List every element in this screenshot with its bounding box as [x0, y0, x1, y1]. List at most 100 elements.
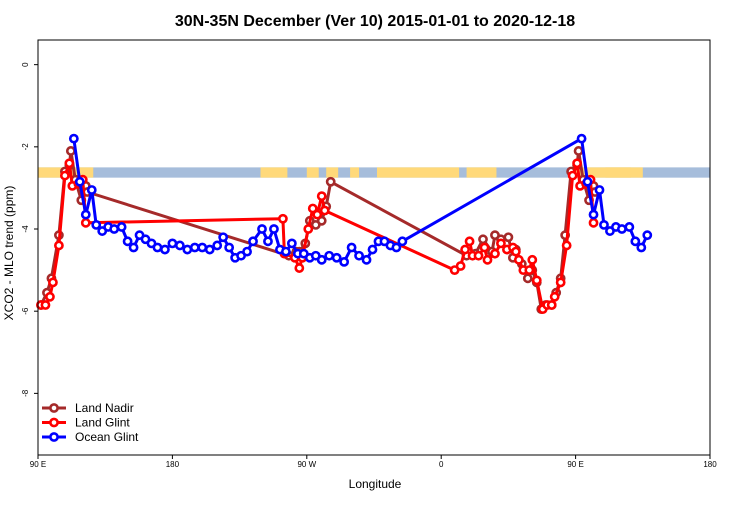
data-point [561, 240, 572, 251]
data-point [490, 248, 500, 259]
data-point [482, 254, 493, 265]
data-point [531, 275, 542, 286]
legend-marker [49, 417, 59, 428]
land-band-segment [306, 167, 319, 178]
data-point [391, 242, 402, 253]
legend-label: Ocean Glint [75, 430, 139, 444]
data-point [616, 224, 627, 234]
data-point [224, 242, 235, 253]
legend-item: Land Nadir [42, 401, 134, 415]
axes: 90 E 180 90 W 0 90 E 180 0 -2 -4 -6 -8 [21, 39, 717, 469]
data-point [48, 277, 58, 288]
data-point [303, 224, 314, 234]
data-point [54, 240, 64, 251]
land-band-segment [376, 167, 460, 178]
data-point [307, 203, 318, 214]
data-point [642, 230, 653, 241]
data-point [555, 277, 566, 288]
land-band-segment [466, 167, 497, 178]
legend-label: Land Nadir [75, 401, 134, 415]
data-point [503, 232, 514, 243]
data-point [636, 242, 647, 253]
y-tick-label: -2 [21, 143, 30, 151]
data-point [68, 133, 79, 144]
data-point [312, 209, 323, 220]
data-point [286, 238, 297, 249]
data-point [128, 242, 139, 253]
x-tick-label: 180 [703, 460, 717, 469]
data-point [464, 236, 475, 247]
data-point [40, 300, 51, 310]
y-axis-label: XCO2 - MLO trend (ppm) [2, 186, 16, 321]
x-tick-label: 90 E [567, 460, 583, 469]
data-point [263, 236, 273, 247]
data-point [316, 254, 327, 265]
data-point [354, 250, 364, 261]
data-point [316, 215, 327, 226]
data-point [576, 133, 587, 144]
series-line [72, 137, 649, 264]
chart-title: 30N-35N December (Ver 10) 2015-01-01 to … [175, 13, 575, 30]
data-point [74, 176, 85, 187]
data-point [278, 213, 288, 224]
data-point [524, 265, 535, 275]
data-point [280, 246, 291, 257]
data-point [473, 250, 484, 261]
data-point [510, 246, 521, 257]
data-point [242, 246, 252, 257]
x-axis-label: Longitude [349, 477, 402, 491]
data-point [361, 254, 372, 265]
data-point [174, 240, 185, 251]
data-point [152, 242, 163, 253]
x-tick-label: 90 W [297, 460, 316, 469]
data-point [80, 217, 91, 228]
data-point [294, 263, 305, 273]
data-point [567, 170, 578, 181]
series-ocean-glint [68, 133, 653, 267]
data-point [324, 250, 335, 261]
land-ocean-band [38, 167, 710, 178]
x-tick-label: 0 [439, 460, 444, 469]
data-point [319, 205, 330, 216]
legend-marker [49, 432, 59, 442]
data-point [573, 146, 584, 156]
data-point [588, 209, 599, 220]
x-tick-label: 90 E [30, 460, 46, 469]
y-tick-label: 0 [21, 62, 30, 67]
land-band-segment [575, 167, 631, 178]
data-point [460, 244, 470, 255]
data-point [45, 291, 55, 302]
data-point [91, 220, 102, 230]
data-point [212, 240, 223, 251]
y-tick-label: -4 [21, 225, 30, 233]
data-point [86, 185, 97, 195]
legend-marker [49, 403, 59, 413]
data-point [496, 238, 506, 249]
data-point [59, 170, 70, 181]
data-point [397, 236, 408, 247]
data-point [331, 252, 342, 263]
data-point [522, 273, 533, 284]
data-point [479, 242, 490, 253]
data-point [257, 224, 267, 234]
data-point [549, 291, 560, 302]
plot-frame [37, 39, 711, 456]
data-point [248, 236, 258, 247]
data-point [204, 244, 215, 255]
data-point [109, 224, 120, 234]
data-point [80, 209, 91, 220]
y-tick-label: -6 [21, 307, 30, 315]
legend-item: Ocean Glint [42, 430, 139, 444]
data-point [197, 242, 208, 253]
data-point [588, 217, 599, 228]
data-point [527, 254, 538, 265]
data-point [189, 242, 200, 253]
data-point [64, 158, 75, 169]
data-point [339, 256, 350, 267]
land-band-segment [326, 167, 339, 178]
data-point [582, 176, 593, 187]
ocean-band [38, 167, 710, 178]
data-point [630, 236, 641, 247]
